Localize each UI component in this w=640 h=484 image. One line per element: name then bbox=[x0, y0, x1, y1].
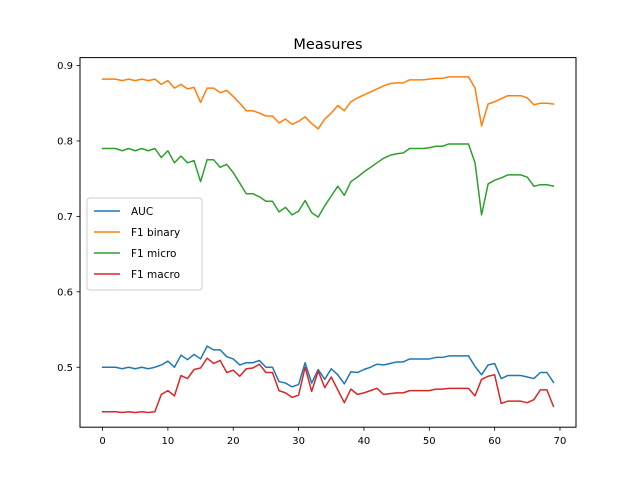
legend-box bbox=[86, 197, 203, 291]
y-tick-label: 0.7 bbox=[57, 212, 73, 223]
y-tick-label: 0.8 bbox=[57, 137, 73, 148]
x-tick-label: 40 bbox=[358, 436, 371, 447]
x-tick-label: 50 bbox=[423, 436, 436, 447]
x-tick-label: 60 bbox=[488, 436, 501, 447]
y-tick-label: 0.5 bbox=[57, 363, 73, 374]
x-axis: 0 10 20 30 40 50 60 70 bbox=[99, 427, 566, 447]
x-tick-label: 30 bbox=[292, 436, 305, 447]
y-axis: 0.5 0.6 0.7 0.8 0.9 bbox=[57, 61, 80, 374]
series-line-f1-binary bbox=[101, 76, 555, 130]
y-tick-label: 0.9 bbox=[57, 61, 73, 72]
x-tick-label: 10 bbox=[162, 436, 175, 447]
legend-label: F1 micro bbox=[131, 248, 177, 260]
plot-layer bbox=[101, 76, 555, 414]
legend-label: AUC bbox=[131, 206, 153, 218]
x-tick-label: 20 bbox=[227, 436, 240, 447]
legend: AUC F1 binary F1 micro F1 macro bbox=[86, 197, 203, 291]
x-tick-label: 70 bbox=[554, 436, 567, 447]
legend-label: F1 binary bbox=[131, 227, 180, 239]
x-tick-label: 0 bbox=[99, 436, 105, 447]
chart-title: Measures bbox=[293, 37, 362, 53]
y-tick-label: 0.6 bbox=[57, 287, 73, 298]
series-line-f1-macro bbox=[101, 357, 555, 414]
legend-label: F1 macro bbox=[131, 269, 180, 281]
series-line-auc bbox=[101, 345, 555, 388]
series-line-f1-micro bbox=[101, 143, 555, 218]
plot-frame bbox=[79, 57, 577, 428]
